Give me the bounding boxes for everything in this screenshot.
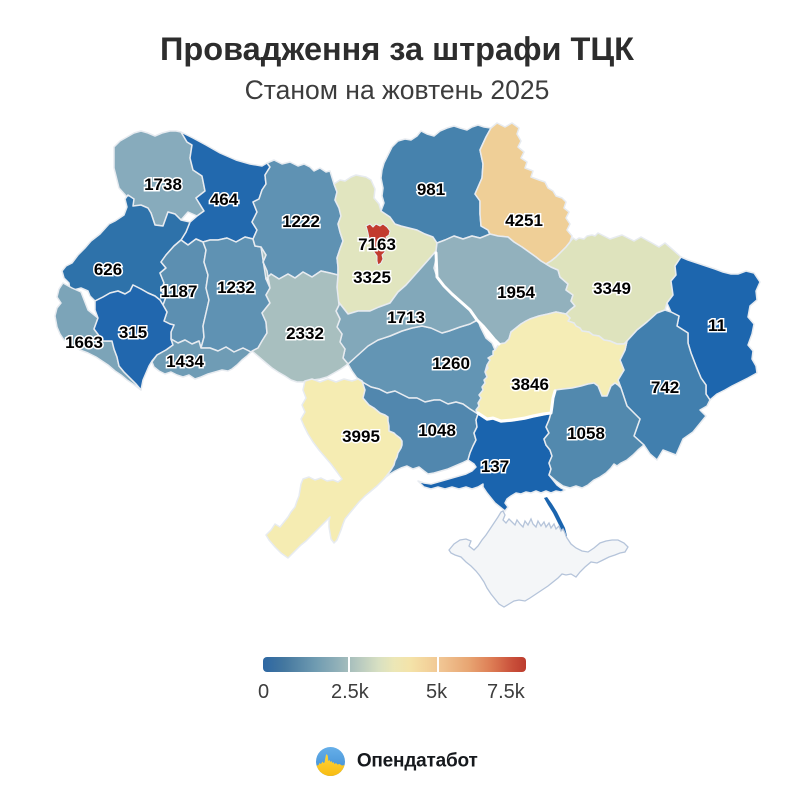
svg-text:1738: 1738	[144, 175, 182, 194]
svg-text:1434: 1434	[166, 352, 204, 371]
svg-text:1058: 1058	[567, 424, 605, 443]
svg-text:1260: 1260	[432, 354, 470, 373]
svg-text:626: 626	[94, 260, 122, 279]
svg-text:1663: 1663	[65, 333, 103, 352]
svg-text:3325: 3325	[353, 268, 391, 287]
svg-text:3846: 3846	[511, 375, 549, 394]
svg-text:137: 137	[481, 457, 509, 476]
svg-text:2332: 2332	[286, 324, 324, 343]
svg-text:981: 981	[417, 180, 445, 199]
svg-text:1713: 1713	[387, 308, 425, 327]
svg-text:464: 464	[210, 190, 239, 209]
svg-text:11: 11	[708, 316, 726, 335]
svg-text:4251: 4251	[505, 211, 543, 230]
svg-text:1048: 1048	[418, 421, 456, 440]
svg-text:1954: 1954	[497, 283, 535, 302]
svg-text:3349: 3349	[593, 279, 631, 298]
svg-text:1187: 1187	[161, 282, 198, 301]
svg-text:7163: 7163	[358, 235, 396, 254]
svg-text:315: 315	[119, 323, 147, 342]
svg-text:1232: 1232	[217, 278, 255, 297]
svg-text:3995: 3995	[342, 427, 380, 446]
svg-text:1222: 1222	[282, 212, 320, 231]
svg-text:742: 742	[651, 378, 679, 397]
